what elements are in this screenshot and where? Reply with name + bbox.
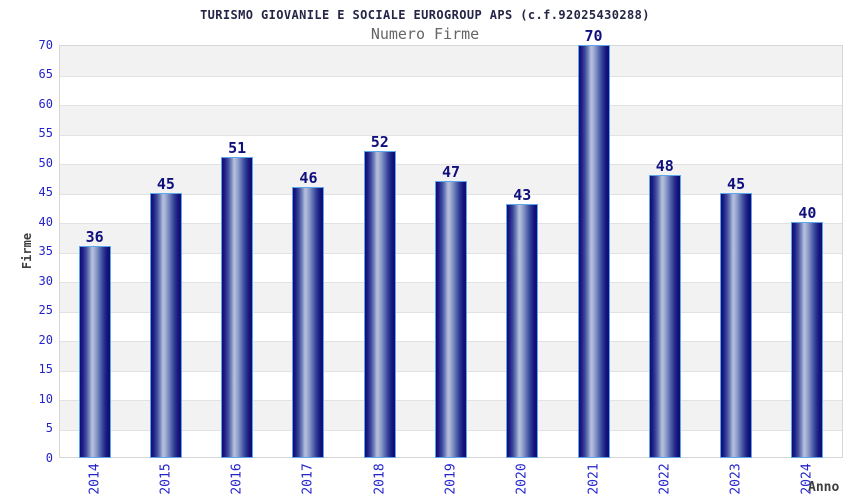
grid-band <box>60 46 842 76</box>
grid-band <box>60 75 842 105</box>
bar-value-label: 51 <box>228 139 247 158</box>
bar-value-label: 47 <box>441 162 461 181</box>
y-tick-label: 15 <box>38 362 53 376</box>
bar-value-label: 36 <box>85 227 104 246</box>
x-tick-label: 2022 <box>657 463 673 495</box>
bar <box>720 192 753 458</box>
bar-value-label: 45 <box>727 174 746 193</box>
chart-title: TURISMO GIOVANILE E SOCIALE EUROGROUP AP… <box>200 8 650 22</box>
x-tick-label: 2021 <box>586 463 602 495</box>
chart-subtitle: Numero Firme <box>370 25 480 43</box>
bar-value-label: 43 <box>513 186 532 205</box>
grid-band <box>60 134 842 164</box>
y-tick-label: 10 <box>38 391 53 406</box>
bar <box>577 45 610 458</box>
x-tick-label: 2014 <box>87 463 103 495</box>
bar-value-label: 48 <box>655 156 674 175</box>
y-tick-label: 65 <box>38 67 53 81</box>
bar <box>292 186 325 458</box>
x-tick-label: 2015 <box>158 463 174 495</box>
bar <box>791 222 824 458</box>
y-tick-label: 40 <box>38 214 53 229</box>
bar <box>149 192 182 458</box>
y-tick-label: 30 <box>38 273 53 288</box>
y-tick-label: 20 <box>38 332 53 347</box>
x-tick-label: 2016 <box>229 463 245 495</box>
y-tick-label: 60 <box>38 96 53 111</box>
y-tick-label: 25 <box>38 303 53 317</box>
x-tick-label: 2023 <box>728 463 744 495</box>
y-tick-label: 35 <box>38 244 53 258</box>
x-tick-label: 2019 <box>443 463 459 495</box>
y-tick-label: 0 <box>45 450 53 465</box>
bar <box>506 204 539 458</box>
y-tick-label: 50 <box>38 155 53 170</box>
x-tick-label: 2018 <box>372 463 388 495</box>
bar <box>363 151 396 458</box>
bar <box>648 174 681 458</box>
bar <box>78 245 111 458</box>
x-tick-label: 2017 <box>300 463 316 495</box>
y-tick-label: 55 <box>38 126 53 140</box>
grid-band <box>60 105 842 135</box>
x-tick-label: 2020 <box>514 463 530 495</box>
x-axis-title: Anno <box>808 480 840 495</box>
y-tick-label: 5 <box>45 421 53 435</box>
bar-value-label: 46 <box>299 168 318 187</box>
bar-value-label: 45 <box>156 174 175 193</box>
y-tick-label: 45 <box>38 185 53 199</box>
bar-value-label: 40 <box>798 204 817 222</box>
bar-value-label: 70 <box>584 27 603 45</box>
y-tick-label: 70 <box>38 37 53 52</box>
bar <box>221 157 254 458</box>
bar <box>435 180 467 458</box>
bar-value-label: 52 <box>370 133 389 152</box>
